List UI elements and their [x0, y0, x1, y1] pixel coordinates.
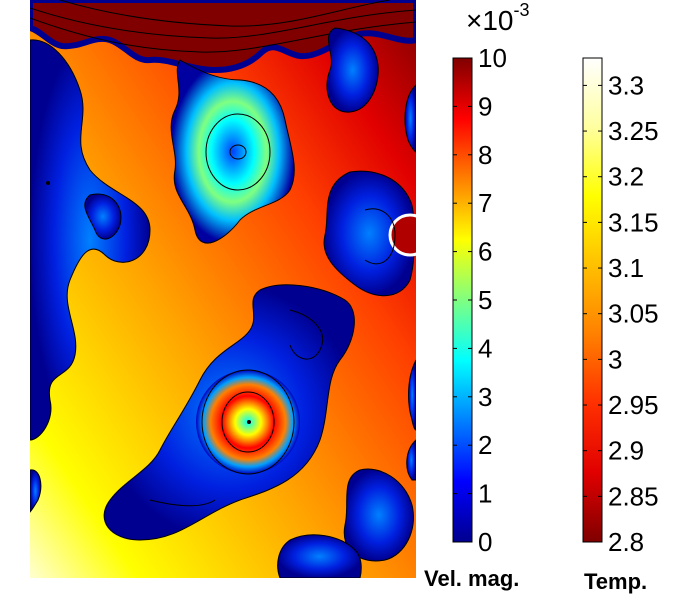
- velocity-colorbar-title: Vel. mag.: [424, 566, 519, 591]
- velocity-tick-label-10: 10: [478, 43, 507, 73]
- temperature-colorbar-ticks: 2.8 2.85 2.9 2.95 3 3.05 3.1 3.15 3.2 3.25 3.3: [583, 70, 659, 557]
- velocity-tick-label-6: 6: [478, 237, 492, 267]
- temperature-tick-label-2: 2.9: [608, 436, 644, 466]
- temperature-colorbar-title: Temp.: [584, 569, 647, 594]
- temperature-tick-label-9: 3.25: [608, 116, 659, 146]
- low-velocity-region-left-lower: [30, 469, 42, 513]
- temperature-tick-label-5: 3.05: [608, 299, 659, 329]
- point-marker-left: [46, 181, 50, 185]
- velocity-tick-label-9: 9: [478, 91, 492, 121]
- velocity-tick-label-0: 0: [478, 527, 492, 557]
- low-velocity-region-bottom: [277, 534, 362, 578]
- low-velocity-region-left-mid: [84, 193, 122, 240]
- velocity-tick-label-8: 8: [478, 140, 492, 170]
- high-velocity-spot-right: [388, 213, 416, 257]
- velocity-tick-label-4: 4: [478, 333, 492, 363]
- velocity-tick-label-7: 7: [478, 188, 492, 218]
- velocity-tick-label-1: 1: [478, 479, 492, 509]
- plot-area: [30, 0, 416, 578]
- low-velocity-region-upper: [170, 59, 295, 244]
- temperature-tick-label-0: 2.8: [608, 527, 644, 557]
- temperature-colorbar-fill: [582, 57, 603, 543]
- temperature-tick-label-8: 3.2: [608, 162, 644, 192]
- velocity-colorbar: 0 1 2 3 4 5 6 7 8 9 10 ×10-3 Vel. mag.: [424, 0, 530, 591]
- velocity-tick-label-2: 2: [478, 430, 492, 460]
- low-velocity-region-left: [30, 39, 151, 441]
- upper-contours: [205, 113, 271, 191]
- low-velocity-region-right-edge: [404, 84, 416, 153]
- velocity-tick-label-5: 5: [478, 285, 492, 315]
- low-velocity-region-right: [323, 170, 415, 297]
- temperature-tick-label-3: 2.95: [608, 390, 659, 420]
- low-velocity-region-upper-right: [326, 27, 379, 113]
- lower-contours: [149, 309, 324, 507]
- low-velocity-region-right-lower: [408, 359, 416, 431]
- velocity-tick-label-3: 3: [478, 382, 492, 412]
- temperature-tick-label-7: 3.15: [608, 207, 659, 237]
- right-contours: [364, 208, 396, 265]
- temperature-tick-label-10: 3.3: [608, 70, 644, 100]
- vortex-center: [247, 420, 251, 424]
- temperature-tick-label-4: 3: [608, 344, 622, 374]
- low-velocity-region-bottom-right: [343, 468, 414, 562]
- temperature-tick-label-1: 2.85: [608, 481, 659, 511]
- low-velocity-region-right-bottom: [406, 439, 416, 481]
- velocity-multiplier: ×10-3: [466, 0, 530, 36]
- temperature-colorbar: 2.8 2.85 2.9 2.95 3 3.05 3.1 3.15 3.2 3.25 3.3 Tem…: [582, 57, 659, 594]
- temperature-tick-label-6: 3.1: [608, 253, 644, 283]
- velocity-colorbar-ticks: 0 1 2 3 4 5 6 7 8 9 10: [453, 43, 507, 557]
